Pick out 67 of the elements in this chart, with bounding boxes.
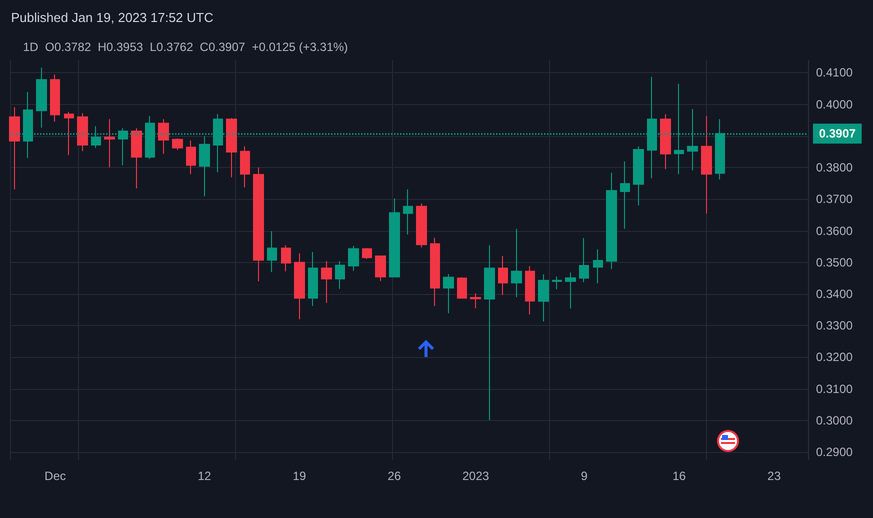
candlestick bbox=[64, 111, 74, 156]
y-tick-label: 0.3300 bbox=[816, 318, 854, 333]
candlestick bbox=[362, 247, 372, 260]
chart-subtitle: 1D O0.3782 H0.3953 L0.3762 C0.3907 +0.0125 (+3.31%) bbox=[23, 40, 348, 54]
y-tick-label: 0.3400 bbox=[816, 286, 854, 301]
candlestick bbox=[443, 274, 454, 314]
candlestick bbox=[172, 138, 183, 151]
x-tick-label: 16 bbox=[672, 469, 686, 483]
candlestick bbox=[457, 276, 467, 299]
candlestick bbox=[240, 146, 250, 188]
candlestick bbox=[525, 266, 535, 316]
candlestick bbox=[186, 140, 196, 175]
x-tick-label: Dec bbox=[44, 469, 66, 483]
candlestick bbox=[36, 67, 47, 128]
candlestick bbox=[267, 230, 277, 273]
candlestick bbox=[565, 272, 576, 310]
candlestick bbox=[538, 274, 549, 322]
candlestick bbox=[226, 118, 237, 178]
y-tick-label: 0.3100 bbox=[816, 382, 854, 396]
candlestick bbox=[593, 248, 603, 284]
candlestick bbox=[321, 260, 332, 304]
candlestick bbox=[77, 112, 88, 152]
candlestick bbox=[430, 237, 440, 307]
candlestick bbox=[335, 260, 345, 290]
y-tick-label: 0.2900 bbox=[816, 445, 854, 460]
y-tick-label: 0.3200 bbox=[816, 350, 854, 364]
candlestick bbox=[158, 118, 169, 154]
y-tick-label: 0.4100 bbox=[816, 66, 854, 80]
y-tick-label: 0.4000 bbox=[816, 97, 854, 112]
candlestick bbox=[308, 251, 318, 307]
candlestick bbox=[50, 74, 60, 122]
candlestick bbox=[552, 276, 562, 290]
candlestick bbox=[579, 238, 589, 283]
x-tick-label: 9 bbox=[580, 469, 588, 483]
x-tick-label: 2023 bbox=[462, 469, 490, 483]
candlestick bbox=[131, 128, 142, 189]
y-tick-label: 0.3700 bbox=[816, 192, 854, 206]
chart-title: Published Jan 19, 2023 17:52 UTC bbox=[11, 10, 214, 25]
candlestick bbox=[633, 146, 644, 206]
candlestick bbox=[511, 228, 522, 298]
candlestick bbox=[294, 252, 305, 320]
candlestick bbox=[199, 136, 210, 197]
candlestick bbox=[403, 188, 413, 236]
candlestick bbox=[348, 245, 359, 272]
x-tick-label: 23 bbox=[767, 469, 782, 483]
candlestick bbox=[606, 172, 617, 270]
y-tick-label: 0.3000 bbox=[816, 413, 854, 428]
x-tick-label: 26 bbox=[388, 469, 402, 483]
y-tick-label: 0.3800 bbox=[816, 160, 854, 175]
ref-line-label: 0.3907 bbox=[819, 126, 856, 141]
candlestick bbox=[470, 292, 481, 309]
candlestick bbox=[416, 203, 427, 248]
candlestick bbox=[375, 256, 386, 282]
y-tick-label: 0.3500 bbox=[816, 255, 854, 270]
candlestick bbox=[498, 256, 508, 296]
candlestick bbox=[281, 244, 291, 272]
x-tick-label: 12 bbox=[198, 469, 212, 483]
y-tick-label: 0.3600 bbox=[816, 224, 854, 238]
candlestick bbox=[701, 115, 712, 214]
candlestick bbox=[9, 106, 20, 190]
candlestick bbox=[253, 167, 264, 282]
candlestick bbox=[484, 244, 495, 421]
candlestick bbox=[660, 114, 671, 170]
candlestick bbox=[389, 198, 400, 278]
candlestick bbox=[104, 118, 115, 168]
x-tick-label: 19 bbox=[292, 469, 306, 483]
candlestick bbox=[620, 161, 630, 230]
